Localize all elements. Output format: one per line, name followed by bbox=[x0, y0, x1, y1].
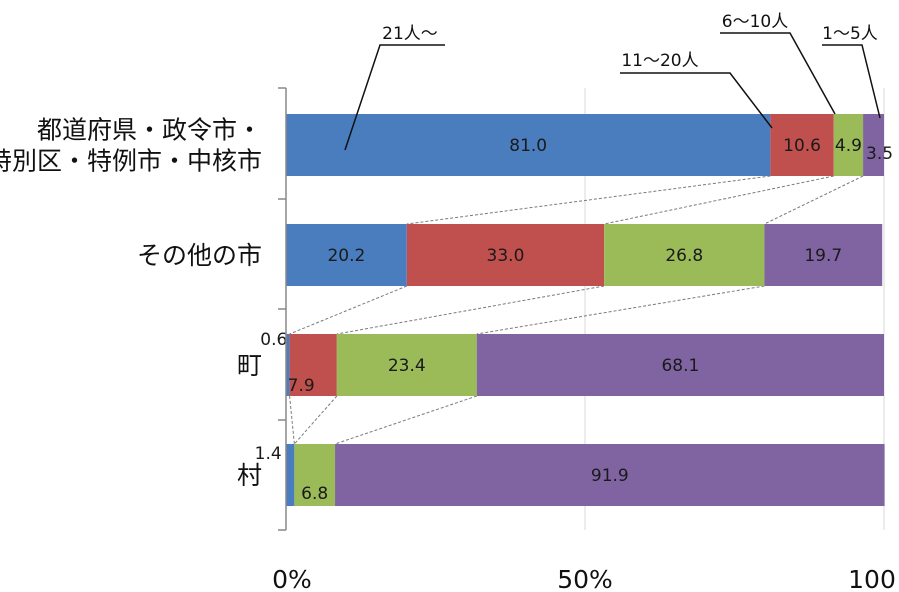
value-label-3-3: 91.9 bbox=[591, 466, 629, 486]
value-label-0-1: 10.6 bbox=[783, 136, 821, 156]
series-line-0-3 bbox=[764, 175, 864, 225]
bar-0-3 bbox=[863, 114, 884, 176]
legend-leader-3 bbox=[822, 44, 881, 119]
value-label-2-2: 23.4 bbox=[388, 356, 426, 376]
bar-2-0 bbox=[286, 334, 290, 396]
bar-1-3 bbox=[764, 224, 883, 286]
legend-label-3: 1～5人 bbox=[822, 24, 878, 44]
value-label-0-0: 81.0 bbox=[509, 136, 547, 156]
value-label-0-2: 4.9 bbox=[835, 136, 862, 156]
legend-label-2: 6～10人 bbox=[722, 12, 788, 32]
series-line-1-3 bbox=[476, 285, 765, 335]
series-line-1-1 bbox=[289, 285, 407, 335]
x-tick-label-2: 100 bbox=[848, 565, 896, 592]
value-label-0-3: 3.5 bbox=[866, 144, 893, 164]
bar-1-1 bbox=[406, 224, 605, 286]
bar-0-0 bbox=[286, 114, 771, 176]
series-line-2-3 bbox=[334, 395, 477, 445]
bar-1-0 bbox=[286, 224, 407, 286]
value-label-2-3: 68.1 bbox=[661, 356, 699, 376]
category-label-2: 町 bbox=[237, 351, 262, 380]
bar-0-2 bbox=[833, 114, 864, 176]
value-label-1-0: 20.2 bbox=[327, 246, 365, 266]
bars bbox=[286, 114, 885, 506]
bar-2-2 bbox=[336, 334, 477, 396]
value-labels: 81.0 10.6 4.9 3.5 20.2 33.0 26.8 19.7 0.6 7.9 23.4… bbox=[255, 136, 893, 504]
series-line-1-2 bbox=[336, 285, 605, 335]
y-axis bbox=[278, 87, 287, 531]
legend-label-0: 21人～ bbox=[382, 24, 438, 44]
x-tick-labels: 0% 50% 100 bbox=[272, 565, 896, 592]
category-label-3: 村 bbox=[237, 461, 262, 490]
value-label-2-1: 7.9 bbox=[288, 376, 315, 396]
series-line-0-2 bbox=[604, 175, 834, 225]
value-label-3-0: 1.4 bbox=[255, 444, 282, 464]
legend-leader-2 bbox=[720, 32, 836, 115]
bar-0-1 bbox=[770, 114, 834, 176]
bar-3-3 bbox=[335, 444, 885, 506]
series-line-2-2 bbox=[293, 395, 338, 445]
x-tick-label-0: 0% bbox=[272, 565, 312, 592]
series-lines bbox=[289, 175, 864, 445]
category-label-0: 都道府県・政令市・特別区・特例市・中核市 bbox=[0, 116, 262, 176]
legend-callouts: 21人～ 11～20人 6～10人 1～5人 bbox=[344, 12, 881, 151]
category-label-1: その他の市 bbox=[137, 241, 262, 270]
value-label-1-3: 19.7 bbox=[804, 246, 842, 266]
bar-3-2 bbox=[294, 444, 336, 506]
bar-3-0 bbox=[286, 444, 295, 506]
bar-2-1 bbox=[289, 334, 337, 396]
value-label-1-2: 26.8 bbox=[665, 246, 703, 266]
x-tick-label-1: 50% bbox=[557, 565, 613, 592]
bar-2-3 bbox=[476, 334, 884, 396]
value-label-3-2: 6.8 bbox=[301, 484, 328, 504]
series-line-0-1 bbox=[406, 175, 771, 225]
value-label-2-0: 0.6 bbox=[260, 330, 287, 350]
legend-label-1: 11～20人 bbox=[621, 51, 698, 71]
series-line-2-1 bbox=[289, 395, 295, 445]
legend-leader-1 bbox=[620, 72, 773, 129]
bar-1-2 bbox=[604, 224, 765, 286]
legend-leader-0 bbox=[344, 44, 445, 151]
value-label-1-1: 33.0 bbox=[487, 246, 525, 266]
